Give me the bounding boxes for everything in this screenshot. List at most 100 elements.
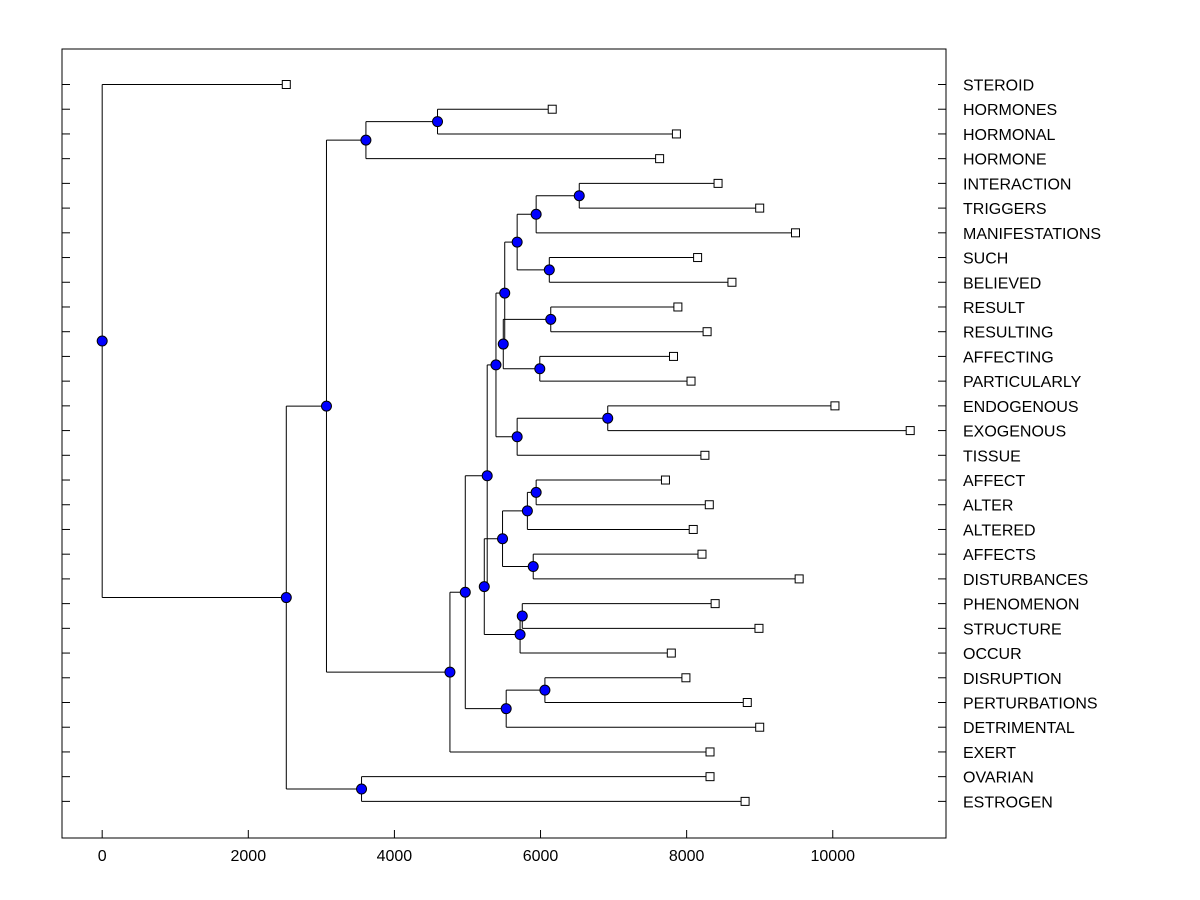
leaf-label: HORMONE — [963, 152, 1047, 169]
merge-node — [444, 666, 456, 678]
x-tick-label: 10000 — [811, 848, 856, 865]
leaf-label: BELIEVED — [963, 275, 1041, 292]
leaf-marker — [727, 277, 737, 287]
merge-node — [573, 190, 585, 202]
leaf-label: PERTURBATIONS — [963, 696, 1098, 713]
leaf-marker — [704, 500, 714, 510]
leaf-labels: STEROID HORMONES HORMONAL HORMONE INTERACTIO… — [963, 78, 1101, 812]
merge-node — [96, 335, 108, 347]
merge-node — [516, 610, 528, 622]
merge-node — [280, 592, 292, 604]
merge-node — [521, 505, 533, 517]
leaf-label: DISRUPTION — [963, 671, 1062, 688]
leaf-label: AFFECTS — [963, 547, 1036, 564]
leaf-marker — [740, 796, 750, 806]
merge-node — [511, 236, 523, 248]
leaf-label: OVARIAN — [963, 770, 1034, 787]
x-tick-label: 2000 — [231, 848, 267, 865]
merge-node — [527, 561, 539, 573]
merge-node — [459, 586, 471, 598]
merge-node — [432, 116, 444, 128]
leaf-label: PARTICULARLY — [963, 374, 1082, 391]
leaf-marker — [830, 401, 840, 411]
leaf-marker — [681, 673, 691, 683]
dendrogram-links — [101, 84, 911, 802]
leaf-label: STRUCTURE — [963, 621, 1062, 638]
leaf-label: PHENOMENON — [963, 597, 1079, 614]
merge-node — [356, 783, 368, 795]
merge-node — [360, 134, 372, 146]
x-tick-label: 4000 — [377, 848, 413, 865]
merge-node — [478, 581, 490, 593]
leaf-label: ENDOGENOUS — [963, 399, 1079, 416]
leaf-label: ESTROGEN — [963, 794, 1053, 811]
leaf-label: MANIFESTATIONS — [963, 226, 1101, 243]
leaf-marker — [660, 475, 670, 485]
leaf-marker — [755, 203, 765, 213]
leaf-marker — [791, 228, 801, 238]
leaf-marker — [686, 376, 696, 386]
merge-node — [490, 359, 502, 371]
leaf-label: INTERACTION — [963, 176, 1071, 193]
leaf-label: EXERT — [963, 745, 1016, 762]
plot-frame — [61, 48, 947, 839]
leaf-label: HORMONAL — [963, 127, 1056, 144]
leaf-label: OCCUR — [963, 646, 1022, 663]
merge-node — [497, 533, 509, 545]
merge-node — [543, 264, 555, 276]
x-ticks: 0 2000 4000 6000 8000 10000 — [98, 830, 855, 865]
leaf-marker — [693, 253, 703, 263]
merge-node — [499, 287, 511, 299]
leaf-marker — [742, 698, 752, 707]
leaf-marker — [666, 648, 676, 658]
merge-node — [545, 313, 557, 325]
merge-node — [320, 400, 332, 412]
leaf-label: RESULTING — [963, 325, 1053, 342]
leaf-markers — [281, 80, 915, 806]
merge-node — [530, 486, 542, 498]
leaf-marker — [281, 80, 291, 89]
leaf-marker — [668, 351, 678, 361]
leaf-label: SUCH — [963, 251, 1008, 268]
leaf-marker — [655, 154, 665, 164]
leaf-marker — [671, 129, 681, 139]
merge-node — [534, 363, 546, 375]
merge-node — [539, 684, 551, 696]
leaf-label: DETRIMENTAL — [963, 720, 1075, 737]
merge-node — [514, 629, 526, 641]
leaf-label: ALTER — [963, 498, 1013, 515]
leaf-marker — [688, 524, 698, 534]
merge-node — [500, 703, 512, 715]
leaf-label: EXOGENOUS — [963, 424, 1066, 441]
y-ticks — [62, 84, 946, 802]
leaf-label: ALTERED — [963, 522, 1036, 539]
merge-node — [602, 412, 614, 424]
x-tick-label: 0 — [98, 848, 107, 865]
leaf-label: STEROID — [963, 78, 1034, 95]
leaf-label: HORMONES — [963, 102, 1057, 119]
leaf-marker — [702, 327, 712, 337]
merge-node — [511, 431, 523, 443]
merge-node — [481, 470, 493, 482]
leaf-marker — [697, 549, 707, 559]
leaf-marker — [754, 623, 764, 633]
leaf-marker — [700, 450, 710, 460]
merge-nodes — [96, 116, 614, 795]
merge-node — [497, 338, 509, 350]
leaf-marker — [673, 302, 683, 312]
leaf-marker — [705, 747, 715, 757]
leaf-marker — [705, 772, 715, 782]
leaf-marker — [755, 722, 765, 732]
leaf-marker — [794, 574, 804, 584]
x-tick-label: 6000 — [523, 848, 559, 865]
leaf-marker — [905, 426, 915, 436]
leaf-marker — [547, 104, 557, 114]
leaf-label: TRIGGERS — [963, 201, 1047, 218]
leaf-marker — [710, 599, 720, 609]
leaf-label: RESULT — [963, 300, 1025, 317]
merge-node — [530, 208, 542, 220]
leaf-label: DISTURBANCES — [963, 572, 1088, 589]
leaf-marker — [713, 178, 723, 188]
x-tick-label: 8000 — [669, 848, 705, 865]
